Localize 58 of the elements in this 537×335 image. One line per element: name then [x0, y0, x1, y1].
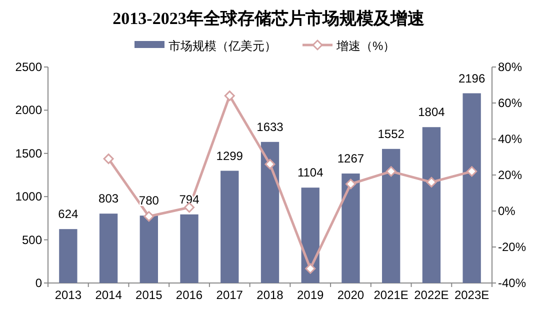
point — [305, 263, 316, 274]
bar — [180, 214, 198, 283]
x-tick-label: 2023E — [454, 288, 490, 302]
y2-tick-label: 60% — [498, 96, 522, 110]
x-tick-label: 2022E — [414, 288, 449, 302]
data-label: 1104 — [297, 166, 324, 180]
data-label: 780 — [138, 194, 160, 208]
y2-tick-label: 20% — [498, 168, 522, 182]
y2-tick-label: -20% — [498, 240, 526, 254]
bar — [342, 174, 360, 283]
x-tick-label: 2021E — [374, 288, 408, 302]
bar — [99, 214, 118, 283]
data-label: 1552 — [378, 126, 405, 141]
point — [426, 176, 437, 188]
y2-tick-label: 80% — [498, 60, 522, 74]
bar — [260, 142, 280, 283]
data-label: 1299 — [216, 148, 244, 163]
y-tick-label: 2000 — [15, 103, 42, 118]
point — [386, 166, 396, 177]
legend-label: 市场规模（亿美元） — [168, 39, 276, 53]
x-tick-label: 2015 — [136, 288, 163, 302]
bar — [140, 216, 158, 283]
data-label: 1267 — [337, 152, 364, 166]
bar — [382, 148, 400, 283]
chart-title: 2013-2023年全球存储芯片市场规模及增速 — [112, 9, 424, 28]
point — [345, 178, 356, 190]
data-label: 1804 — [418, 105, 446, 120]
bar — [220, 170, 239, 283]
y2-tick-label: -40% — [498, 276, 526, 290]
point — [224, 90, 235, 102]
y-tick-label: 0 — [35, 276, 42, 290]
point — [144, 211, 154, 222]
bar — [462, 93, 481, 283]
y-tick-label: 500 — [22, 232, 42, 247]
legend-label: 增速（%） — [336, 39, 396, 53]
data-label: 794 — [179, 192, 200, 206]
data-label: 2196 — [458, 71, 486, 86]
y-tick-label: 1000 — [15, 190, 42, 204]
x-tick-label: 2020 — [337, 288, 364, 302]
bar — [422, 127, 441, 283]
y-tick-label: 2500 — [15, 60, 42, 74]
point — [466, 166, 478, 177]
x-tick-label: 2016 — [176, 288, 203, 302]
x-tick-label: 2013 — [54, 288, 82, 302]
y2-tick-label: 40% — [498, 132, 522, 146]
data-label: 1633 — [256, 120, 284, 134]
data-label: 624 — [58, 207, 79, 222]
data-label: 803 — [98, 192, 119, 206]
x-tick-label: 2017 — [216, 288, 244, 302]
bar — [301, 188, 320, 283]
x-tick-label: 2019 — [297, 288, 324, 302]
point — [103, 154, 114, 164]
y2-tick-label: 0% — [498, 204, 516, 218]
x-tick-label: 2014 — [95, 288, 122, 302]
point — [264, 158, 276, 170]
bar — [59, 229, 78, 283]
x-tick-label: 2018 — [256, 288, 284, 302]
y-tick-label: 1500 — [15, 146, 42, 160]
